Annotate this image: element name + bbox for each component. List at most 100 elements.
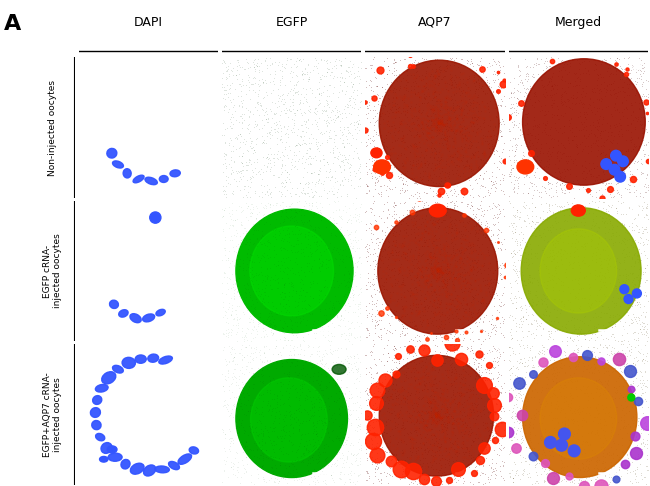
Point [604, 226, 614, 233]
Point [452, 452, 463, 460]
Point [444, 275, 454, 283]
Point [328, 119, 339, 126]
Point [515, 435, 526, 443]
Point [351, 415, 361, 423]
Point [642, 151, 650, 159]
Point [396, 109, 406, 117]
Point [246, 454, 256, 462]
Point [521, 305, 531, 313]
Point [219, 190, 229, 197]
Point [414, 336, 424, 344]
Point [309, 108, 319, 116]
Point [627, 254, 638, 261]
Point [266, 320, 276, 328]
Point [520, 55, 530, 63]
Point [341, 396, 351, 403]
Point [561, 478, 571, 486]
Point [517, 230, 528, 238]
Point [280, 264, 290, 272]
Point [219, 330, 229, 337]
Point [592, 116, 603, 124]
Point [345, 478, 356, 486]
Point [244, 256, 255, 263]
Point [492, 135, 502, 143]
Point [248, 273, 258, 281]
Point [265, 165, 275, 173]
Point [329, 397, 339, 404]
Point [268, 246, 279, 254]
Point [374, 263, 385, 271]
Point [440, 176, 450, 184]
Point [471, 229, 482, 237]
Point [233, 103, 244, 110]
Point [315, 357, 326, 365]
Point [379, 102, 389, 109]
Text: Merged: Merged [554, 16, 602, 29]
Point [255, 391, 266, 399]
Point [589, 369, 599, 377]
Point [579, 110, 590, 118]
Point [448, 378, 459, 385]
Point [542, 277, 552, 285]
Point [637, 379, 647, 387]
Point [376, 70, 386, 78]
Point [283, 264, 294, 272]
Point [487, 204, 497, 212]
Point [300, 180, 310, 188]
Point [281, 322, 292, 330]
Point [604, 371, 615, 379]
Point [237, 152, 248, 160]
Point [538, 150, 549, 157]
Point [564, 80, 575, 87]
Point [479, 116, 489, 123]
Point [413, 407, 423, 415]
Point [255, 170, 265, 177]
Point [388, 87, 398, 95]
Point [588, 249, 599, 257]
Point [311, 419, 322, 427]
Point [266, 285, 276, 293]
Point [336, 443, 346, 451]
Point [353, 449, 363, 457]
Point [264, 310, 274, 317]
Point [308, 456, 318, 464]
Point [510, 467, 521, 475]
Point [248, 280, 258, 288]
Point [223, 89, 233, 97]
Point [596, 260, 606, 268]
Point [456, 391, 466, 399]
Point [389, 198, 399, 206]
Point [598, 449, 608, 457]
Point [467, 114, 477, 122]
Point [272, 391, 282, 399]
Point [619, 220, 630, 228]
Point [228, 101, 239, 109]
Point [380, 186, 391, 193]
Point [307, 453, 317, 461]
Point [519, 173, 529, 181]
Point [550, 369, 560, 377]
Point [542, 74, 552, 82]
Point [422, 399, 433, 406]
Point [307, 249, 317, 257]
Point [348, 201, 359, 209]
Point [634, 54, 644, 62]
Point [544, 214, 554, 222]
Point [384, 95, 395, 103]
Point [514, 427, 525, 435]
Point [545, 62, 555, 69]
Point [546, 408, 556, 416]
Point [287, 281, 297, 289]
Point [311, 245, 322, 253]
Point [444, 457, 454, 465]
Point [312, 350, 322, 358]
Point [465, 118, 475, 126]
Point [610, 123, 620, 131]
Point [633, 238, 644, 245]
Point [637, 121, 647, 128]
Point [280, 475, 291, 483]
Point [408, 156, 419, 164]
Point [221, 102, 231, 109]
Point [228, 280, 239, 288]
Point [544, 316, 554, 324]
